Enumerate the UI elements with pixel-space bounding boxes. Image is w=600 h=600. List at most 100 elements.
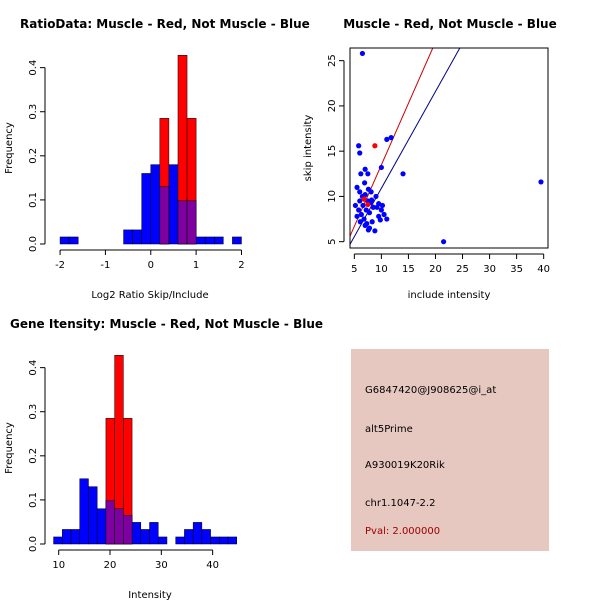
point-not-muscle xyxy=(358,171,364,177)
point-not-muscle xyxy=(365,171,371,177)
bar-not-muscle xyxy=(68,236,79,245)
point-not-muscle xyxy=(366,210,373,216)
x-tick-label: -2 xyxy=(55,260,65,271)
point-not-muscle xyxy=(381,211,387,218)
point-not-muscle xyxy=(374,204,380,210)
hist-ratio-plot: -2 -1 0 1 2 0.0 0.1 0.2 0.3 0.4 xyxy=(28,55,245,271)
bar-not-muscle xyxy=(201,529,211,545)
scatter-ylabel: skip intensity xyxy=(303,115,314,182)
hist-ratio-ylabel: Frequency xyxy=(4,122,15,174)
point-not-muscle xyxy=(362,166,368,172)
point-not-muscle xyxy=(388,134,394,141)
y-tick-label: 0.2 xyxy=(28,448,39,464)
hist-intensity-xlabel: Intensity xyxy=(128,590,172,600)
bar-not-muscle xyxy=(210,536,220,545)
point-not-muscle xyxy=(384,216,390,222)
point-muscle xyxy=(361,196,367,202)
bar-overlap xyxy=(123,515,133,545)
hist-ratio-title: RatioData: Muscle - Red, Not Muscle - Bl… xyxy=(20,17,310,31)
x-tick-label: 2 xyxy=(238,260,244,271)
bar-overlap xyxy=(105,500,115,545)
point-not-muscle xyxy=(362,222,368,228)
point-not-muscle xyxy=(440,239,447,245)
bar-overlap xyxy=(177,200,188,245)
point-not-muscle xyxy=(361,216,367,222)
hist-intensity-ylabel: Frequency xyxy=(4,422,15,474)
y-tick-label: 25 xyxy=(327,54,338,67)
bar-not-muscle xyxy=(195,236,206,245)
bar-overlap xyxy=(114,508,124,545)
x-tick-label: 15 xyxy=(402,264,415,275)
x-tick-label: -1 xyxy=(100,260,110,271)
point-muscle xyxy=(365,201,371,208)
point-not-muscle xyxy=(368,189,374,195)
y-tick-label: 0.2 xyxy=(28,148,39,164)
point-not-muscle xyxy=(365,227,371,233)
x-tick-label: 1 xyxy=(193,260,199,271)
x-tick-label: 30 xyxy=(483,264,496,275)
bar-not-muscle xyxy=(175,536,185,545)
bar-not-muscle xyxy=(62,529,72,545)
y-tick-label: 0.3 xyxy=(28,404,39,420)
bar-not-muscle xyxy=(219,536,229,545)
point-not-muscle xyxy=(377,217,383,223)
bar-not-muscle xyxy=(149,522,159,545)
point-not-muscle xyxy=(369,219,375,225)
y-tick-label: 20 xyxy=(327,100,338,113)
bar-not-muscle xyxy=(88,486,98,545)
point-not-muscle xyxy=(362,192,368,198)
x-tick-label: 40 xyxy=(206,560,219,571)
point-not-muscle xyxy=(400,171,406,177)
x-tick-label: 35 xyxy=(510,264,523,275)
x-tick-label: 0 xyxy=(148,260,154,271)
scatter-xlabel: include intensity xyxy=(408,290,491,301)
point-not-muscle xyxy=(354,213,360,219)
point-not-muscle xyxy=(356,207,362,213)
point-not-muscle xyxy=(357,198,363,204)
point-not-muscle xyxy=(359,50,366,57)
point-not-muscle xyxy=(538,179,544,185)
point-not-muscle xyxy=(357,189,363,195)
fit-line xyxy=(350,48,461,245)
bar-overlap xyxy=(159,186,170,245)
point-not-muscle xyxy=(356,143,362,149)
point-not-muscle xyxy=(369,197,375,203)
bar-not-muscle xyxy=(96,508,107,545)
bar-not-muscle xyxy=(158,536,168,545)
event-type: alt5Prime xyxy=(365,424,413,435)
x-tick-label: 10 xyxy=(52,560,65,571)
bar-not-muscle xyxy=(131,522,142,545)
x-tick-label: 25 xyxy=(456,264,469,275)
point-not-muscle xyxy=(384,136,390,143)
bar-not-muscle xyxy=(140,529,150,545)
y-tick-label: 0.1 xyxy=(28,192,39,208)
hist-intensity-plot: 10 20 30 40 0.0 0.1 0.2 0.3 0.4 xyxy=(28,355,238,571)
bar-not-muscle xyxy=(59,236,70,245)
bar-not-muscle xyxy=(132,229,142,245)
gene-name: A930019K20Rik xyxy=(365,460,445,471)
point-not-muscle xyxy=(358,211,364,218)
point-not-muscle xyxy=(360,202,366,209)
bar-not-muscle xyxy=(204,236,215,245)
point-muscle xyxy=(372,143,378,149)
x-tick-label: 20 xyxy=(429,264,442,275)
x-tick-label: 5 xyxy=(351,264,357,275)
scatter-title: Muscle - Red, Not Muscle - Blue xyxy=(343,17,557,31)
bar-not-muscle xyxy=(141,173,152,245)
plot-frame xyxy=(349,47,549,249)
y-tick-label: 0.4 xyxy=(28,60,39,76)
point-not-muscle xyxy=(379,202,386,209)
point-not-muscle xyxy=(370,204,376,210)
x-tick-label: 20 xyxy=(104,560,117,571)
info-panel: G6847420@J908625@i_at alt5Prime A930019K… xyxy=(351,349,549,551)
bar-not-muscle xyxy=(150,164,161,245)
y-tick-label: 0.0 xyxy=(28,236,39,252)
bar-not-muscle xyxy=(192,522,203,545)
point-not-muscle xyxy=(357,150,363,156)
x-tick-label: 40 xyxy=(537,264,550,275)
bar-not-muscle xyxy=(79,478,89,545)
y-tick-label: 0.1 xyxy=(28,492,39,508)
hist-ratio-xlabel: Log2 Ratio Skip/Include xyxy=(91,290,208,301)
y-tick-label: 0.0 xyxy=(28,536,39,552)
